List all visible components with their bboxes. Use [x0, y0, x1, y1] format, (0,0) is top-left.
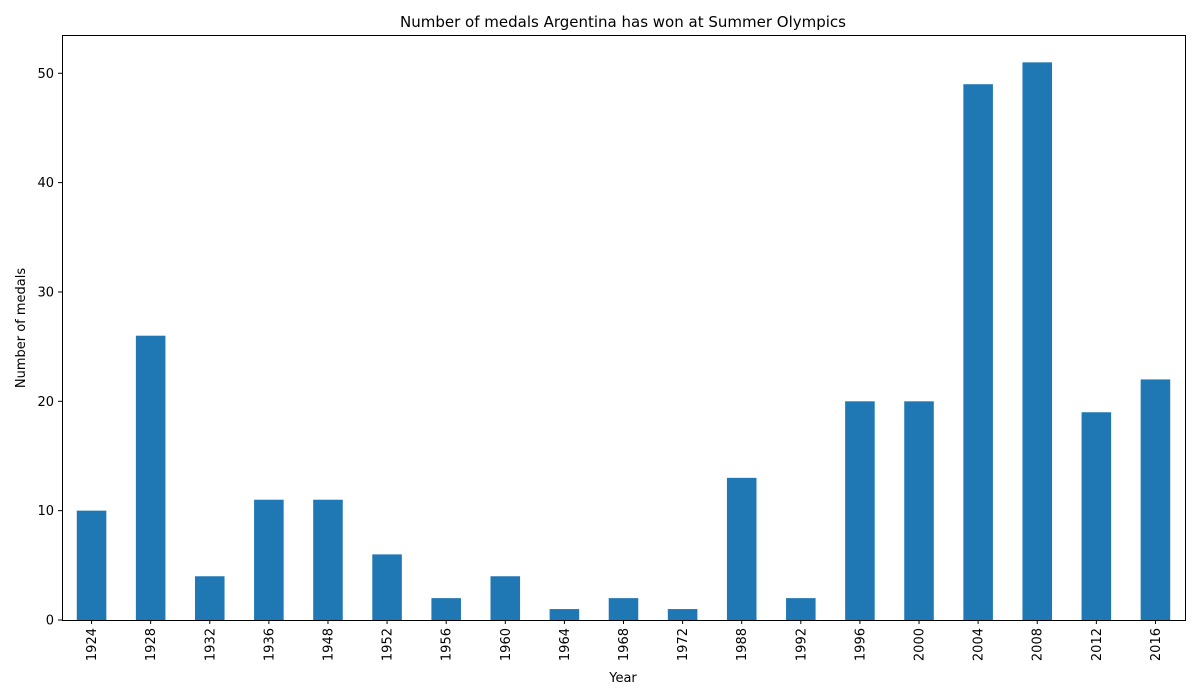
y-tick-label: 40 [37, 176, 54, 191]
x-axis: 1924 1928 1932 1936 1948 1952 1956 1960 1964 1968… [85, 620, 1164, 661]
chart-title: Number of medals Argentina has won at Su… [400, 13, 846, 31]
x-tick-label: 1988 [735, 628, 750, 661]
x-tick-label: 1992 [794, 628, 809, 661]
bar-1972 [667, 609, 698, 620]
x-tick-label: 1952 [381, 628, 396, 661]
x-tick-label: 1996 [853, 628, 868, 661]
plot-frame [62, 35, 1186, 621]
bar-1948 [313, 499, 343, 620]
x-axis-label: Year [608, 671, 637, 686]
bar-1952 [372, 554, 402, 620]
bar-2004 [963, 84, 993, 620]
x-tick-label: 2012 [1090, 628, 1105, 661]
bar-1924 [76, 510, 107, 620]
x-tick-label: 2016 [1149, 628, 1164, 661]
x-tick-label: 1936 [262, 628, 277, 661]
y-tick-label: 30 [37, 285, 54, 300]
bar-1992 [786, 598, 816, 620]
x-tick-label: 2008 [1031, 628, 1046, 661]
bar-1996 [845, 401, 875, 620]
y-axis-label: Number of medals [14, 268, 29, 389]
bar-1936 [254, 499, 284, 620]
x-tick-label: 1924 [85, 628, 100, 661]
x-tick-label: 2000 [913, 628, 928, 661]
bar-1928 [135, 335, 166, 620]
x-tick-label: 1956 [440, 628, 455, 661]
bar-2000 [904, 401, 934, 620]
x-tick-label: 1948 [321, 628, 336, 661]
x-tick-label: 2004 [972, 628, 987, 661]
x-tick-label: 1932 [203, 628, 218, 661]
bar-1968 [608, 598, 639, 620]
x-tick-label: 1968 [617, 628, 632, 661]
bar-2012 [1081, 412, 1112, 620]
bar-1988 [726, 477, 757, 620]
bar-1964 [549, 609, 580, 620]
x-tick-label: 1928 [144, 628, 159, 661]
bars-group [76, 62, 1171, 620]
y-tick-label: 50 [37, 67, 54, 82]
x-tick-label: 1972 [676, 628, 691, 661]
y-tick-label: 20 [37, 395, 54, 410]
bar-1932 [194, 576, 225, 620]
bar-1956 [431, 598, 461, 620]
bar-2016 [1140, 379, 1171, 620]
y-axis: 0 10 20 30 40 50 [37, 67, 62, 629]
y-tick-label: 0 [46, 614, 54, 629]
y-tick-label: 10 [37, 504, 54, 519]
bar-2008 [1022, 62, 1053, 620]
x-tick-label: 1960 [499, 628, 514, 661]
bar-1960 [490, 576, 521, 620]
x-tick-label: 1964 [558, 628, 573, 661]
